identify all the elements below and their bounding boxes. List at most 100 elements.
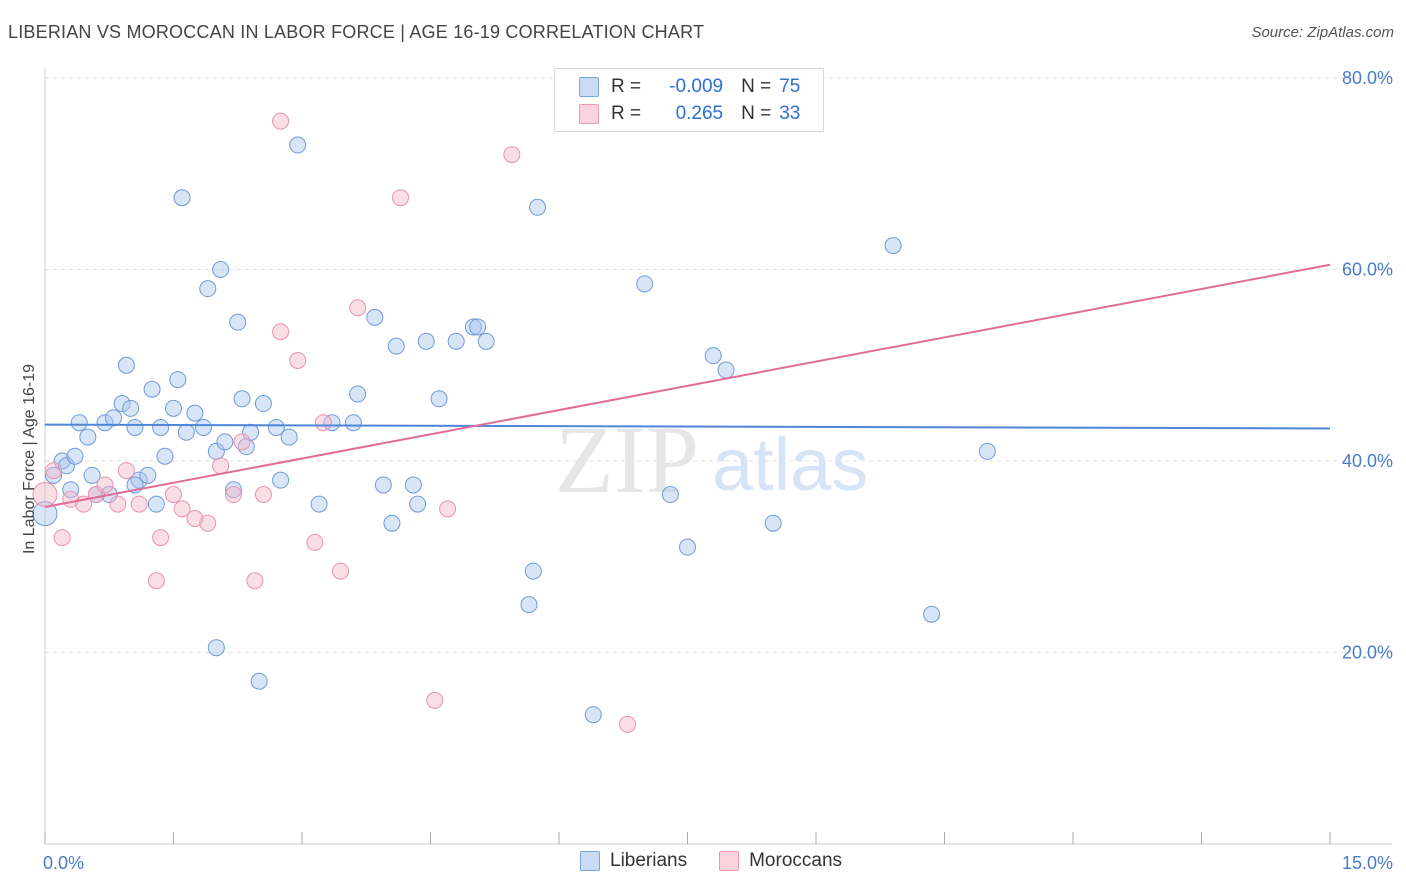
moroccans-point [165, 486, 182, 504]
liberians-point [344, 414, 362, 432]
watermark: ZIP atlas [555, 406, 868, 513]
series-swatch-liberians [580, 851, 600, 871]
liberians-point [383, 514, 401, 532]
moroccans-point [306, 533, 324, 551]
liberians-point [70, 414, 88, 432]
liberians-point [280, 428, 298, 446]
moroccans-point [272, 112, 290, 130]
liberians-point [233, 390, 251, 408]
liberians-point [57, 457, 75, 475]
legend-n-value: 75 [779, 76, 801, 97]
moroccans-point [439, 500, 457, 518]
liberians-point [524, 562, 542, 580]
liberians-point [884, 237, 902, 255]
moroccans-point [349, 299, 367, 317]
liberians-point [679, 538, 696, 556]
legend-swatch-liberians [579, 77, 599, 97]
moroccans-point [314, 414, 332, 432]
liberians-point [349, 385, 367, 403]
liberians-point [764, 514, 782, 532]
liberians-point [79, 428, 97, 446]
legend-r-value: -0.009 [669, 76, 724, 97]
liberians-point [374, 476, 392, 494]
liberians-point [661, 486, 679, 504]
legend-swatch-moroccans [579, 104, 599, 124]
liberians-point [717, 361, 735, 379]
legend-row-liberians: R = -0.009 N = 75 [579, 74, 800, 100]
series-legend: Liberians Moroccans [580, 850, 874, 872]
liberians-point [224, 481, 242, 499]
legend-n-label: N = [741, 103, 772, 124]
y-tick-label: 20.0% [1342, 643, 1393, 663]
moroccans-point [272, 323, 290, 341]
moroccans-point [392, 189, 410, 207]
moroccans-point [130, 495, 148, 513]
liberians-point [169, 371, 187, 389]
liberians-point [366, 308, 384, 326]
liberians-point [584, 706, 602, 724]
moroccans-point [224, 486, 242, 504]
liberians-point [186, 404, 204, 422]
liberians-point [177, 423, 195, 441]
axis-labels: 20.0% 40.0% 60.0% 80.0% 0.0% 15.0% In Labor Fo… [21, 68, 1393, 873]
liberians-point [173, 189, 191, 207]
liberians-point [117, 356, 135, 374]
moroccans-point [173, 500, 191, 518]
moroccans-point [254, 486, 272, 504]
liberians-point [194, 418, 212, 436]
trend-lines [44, 263, 1331, 508]
liberians-point [520, 596, 538, 614]
legend-n-value: 33 [779, 103, 801, 124]
liberians-point [207, 639, 225, 657]
correlation-legend: R = -0.009 N = 75 R = 0.265 N = 33 [554, 68, 824, 132]
moroccans-point [619, 715, 637, 733]
liberians-point [404, 476, 422, 494]
liberians-point [323, 414, 341, 432]
moroccans-point [147, 572, 165, 590]
moroccans-point [53, 529, 71, 547]
x-tick-label-max: 15.0% [1342, 853, 1393, 873]
moroccans-point [503, 146, 521, 164]
liberians-point [409, 495, 427, 513]
liberians-point [289, 136, 307, 154]
x-tick-label-min: 0.0% [43, 853, 84, 873]
chart-title: LIBERIAN VS MOROCCAN IN LABOR FORCE | AG… [8, 22, 705, 42]
y-tick-label: 40.0% [1342, 451, 1393, 471]
series-label-moroccans: Moroccans [749, 850, 843, 871]
liberians-point [464, 318, 482, 336]
liberians-point [387, 337, 405, 355]
liberians-point [447, 332, 465, 350]
liberians-point [272, 471, 290, 489]
liberians-point [923, 605, 941, 623]
moroccans-point [109, 495, 127, 513]
liberians-point [152, 418, 170, 436]
liberians-point [212, 261, 230, 278]
liberians-point [469, 318, 487, 336]
moroccans-point [199, 514, 217, 532]
liberians-point [143, 380, 161, 398]
liberians-point [254, 395, 272, 413]
moroccans-point [45, 462, 63, 480]
moroccans-point [186, 509, 204, 527]
moroccans-point [246, 572, 264, 590]
legend-r-label: R = [611, 76, 642, 97]
liberians-point [62, 481, 80, 499]
liberians-point [636, 275, 654, 293]
liberians-point [66, 447, 84, 465]
liberians-point [139, 466, 157, 484]
legend-r-label: R = [611, 103, 642, 124]
legend-n-label: N = [741, 76, 772, 97]
moroccans-point [332, 562, 350, 580]
source-label: Source: ZipAtlas.com [1251, 24, 1394, 41]
moroccans-point [233, 433, 251, 451]
liberians-point [477, 332, 495, 350]
liberians-point [122, 399, 140, 417]
legend-r-value: 0.265 [675, 103, 724, 124]
liberians-point [45, 466, 63, 484]
liberians-point [229, 313, 247, 331]
liberians-point [978, 442, 996, 460]
series-label-liberians: Liberians [610, 850, 688, 871]
liberians-point [250, 672, 268, 690]
data-points [32, 112, 996, 733]
